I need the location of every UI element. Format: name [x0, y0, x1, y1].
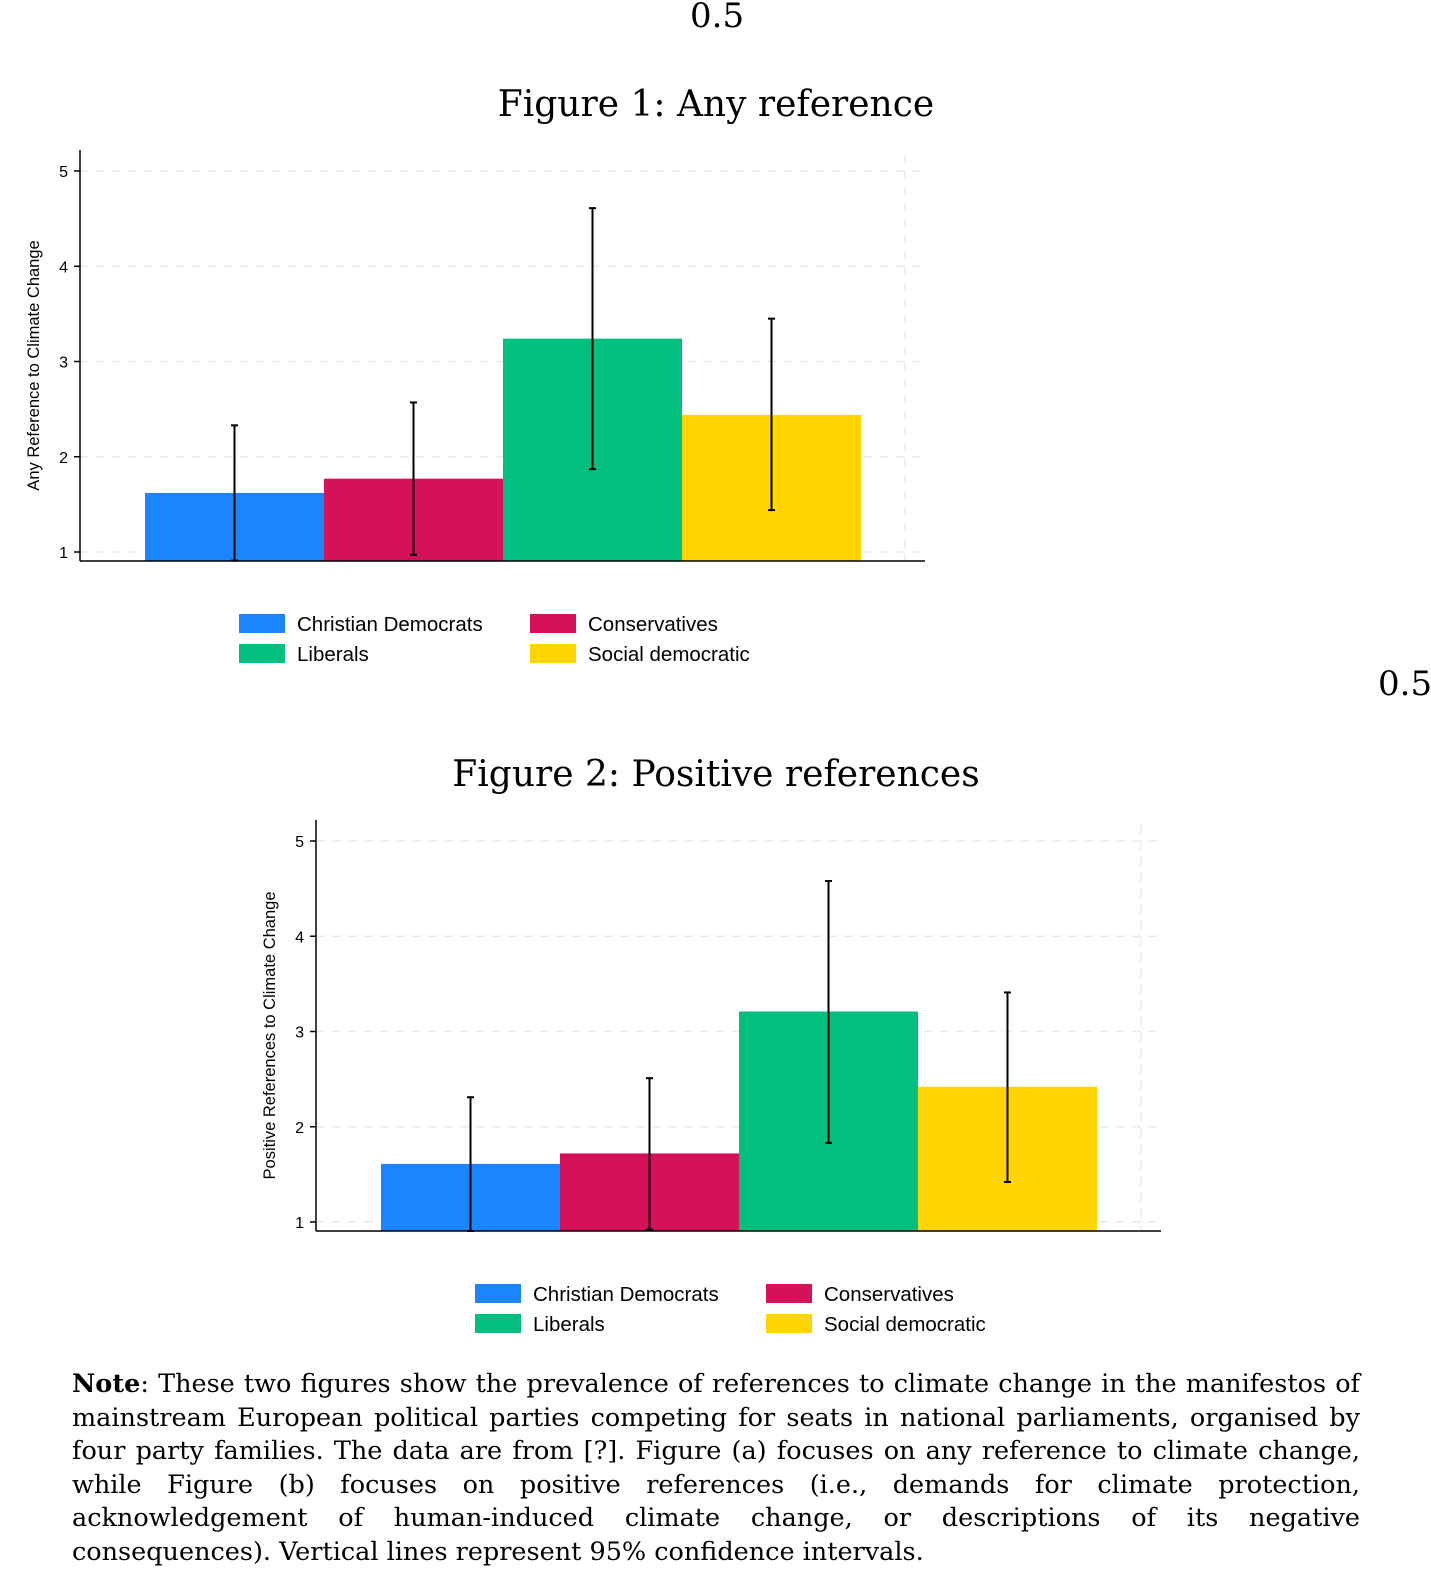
- y-axis-title: Any Reference to Climate Change: [25, 240, 43, 490]
- error-bar-social-democratic: [1004, 991, 1011, 1183]
- figure-note: Note: These two figures show the prevale…: [72, 1368, 1360, 1569]
- legend-swatch: [239, 644, 285, 663]
- legend-label: Liberals: [297, 643, 369, 666]
- note-label: Note: [72, 1369, 141, 1399]
- error-bar-liberals: [589, 207, 596, 471]
- y-tick-label: 2: [59, 450, 68, 467]
- stray-label-right: 0.5: [1378, 664, 1431, 704]
- legend-label: Liberals: [533, 1313, 605, 1336]
- legend-label: Christian Democrats: [297, 613, 483, 636]
- note-text: : These two figures show the prevalence …: [72, 1369, 1360, 1567]
- legend-label: Social democratic: [824, 1313, 986, 1336]
- legend-item-christian-democrats: Christian Democrats: [239, 613, 483, 636]
- y-tick-label: 4: [295, 929, 304, 946]
- legend-swatch: [530, 614, 576, 633]
- chart-1: 1 2 3 4 5 Any Reference to Climate Change Chri…: [25, 150, 925, 666]
- figure-1-caption: Figure 1: Any reference: [497, 84, 935, 125]
- y-tick-label: 5: [59, 164, 68, 181]
- y-tick-label: 3: [295, 1025, 304, 1042]
- legend-item-christian-democrats: Christian Democrats: [475, 1283, 719, 1306]
- legend-item-liberals: Liberals: [239, 643, 369, 666]
- y-tick-label: 2: [295, 1120, 304, 1137]
- legend-swatch: [766, 1284, 812, 1303]
- legend-swatch: [475, 1314, 521, 1333]
- legend-label: Christian Democrats: [533, 1283, 719, 1306]
- y-tick-label: 4: [59, 259, 68, 276]
- legend-item-social-democratic: Social democratic: [530, 643, 750, 666]
- legend-swatch: [475, 1284, 521, 1303]
- legend-item-conservatives: Conservatives: [530, 613, 718, 636]
- legend-label: Conservatives: [588, 613, 718, 636]
- legend-item-liberals: Liberals: [475, 1313, 605, 1336]
- figure-2-caption: Figure 2: Positive references: [452, 754, 980, 795]
- legend-label: Conservatives: [824, 1283, 954, 1306]
- error-bar-liberals: [825, 880, 832, 1144]
- legend-item-social-democratic: Social democratic: [766, 1313, 986, 1336]
- error-bar-social-democratic: [768, 317, 775, 512]
- y-tick-label: 3: [59, 355, 68, 372]
- error-bar-conservatives: [410, 401, 417, 556]
- error-bar-conservatives: [646, 1077, 653, 1231]
- y-tick-label: 1: [59, 545, 68, 562]
- legend-swatch: [239, 614, 285, 633]
- y-tick-label: 5: [295, 834, 304, 851]
- legend-item-conservatives: Conservatives: [766, 1283, 954, 1306]
- legend-label: Social democratic: [588, 643, 750, 666]
- y-tick-label: 1: [295, 1215, 304, 1232]
- legend-swatch: [530, 644, 576, 663]
- stray-label-top: 0.5: [690, 0, 745, 36]
- chart-2: 1 2 3 4 5 Positive References to Climate Chan…: [261, 820, 1161, 1336]
- y-axis-title: Positive References to Climate Change: [261, 892, 279, 1180]
- legend-swatch: [766, 1314, 812, 1333]
